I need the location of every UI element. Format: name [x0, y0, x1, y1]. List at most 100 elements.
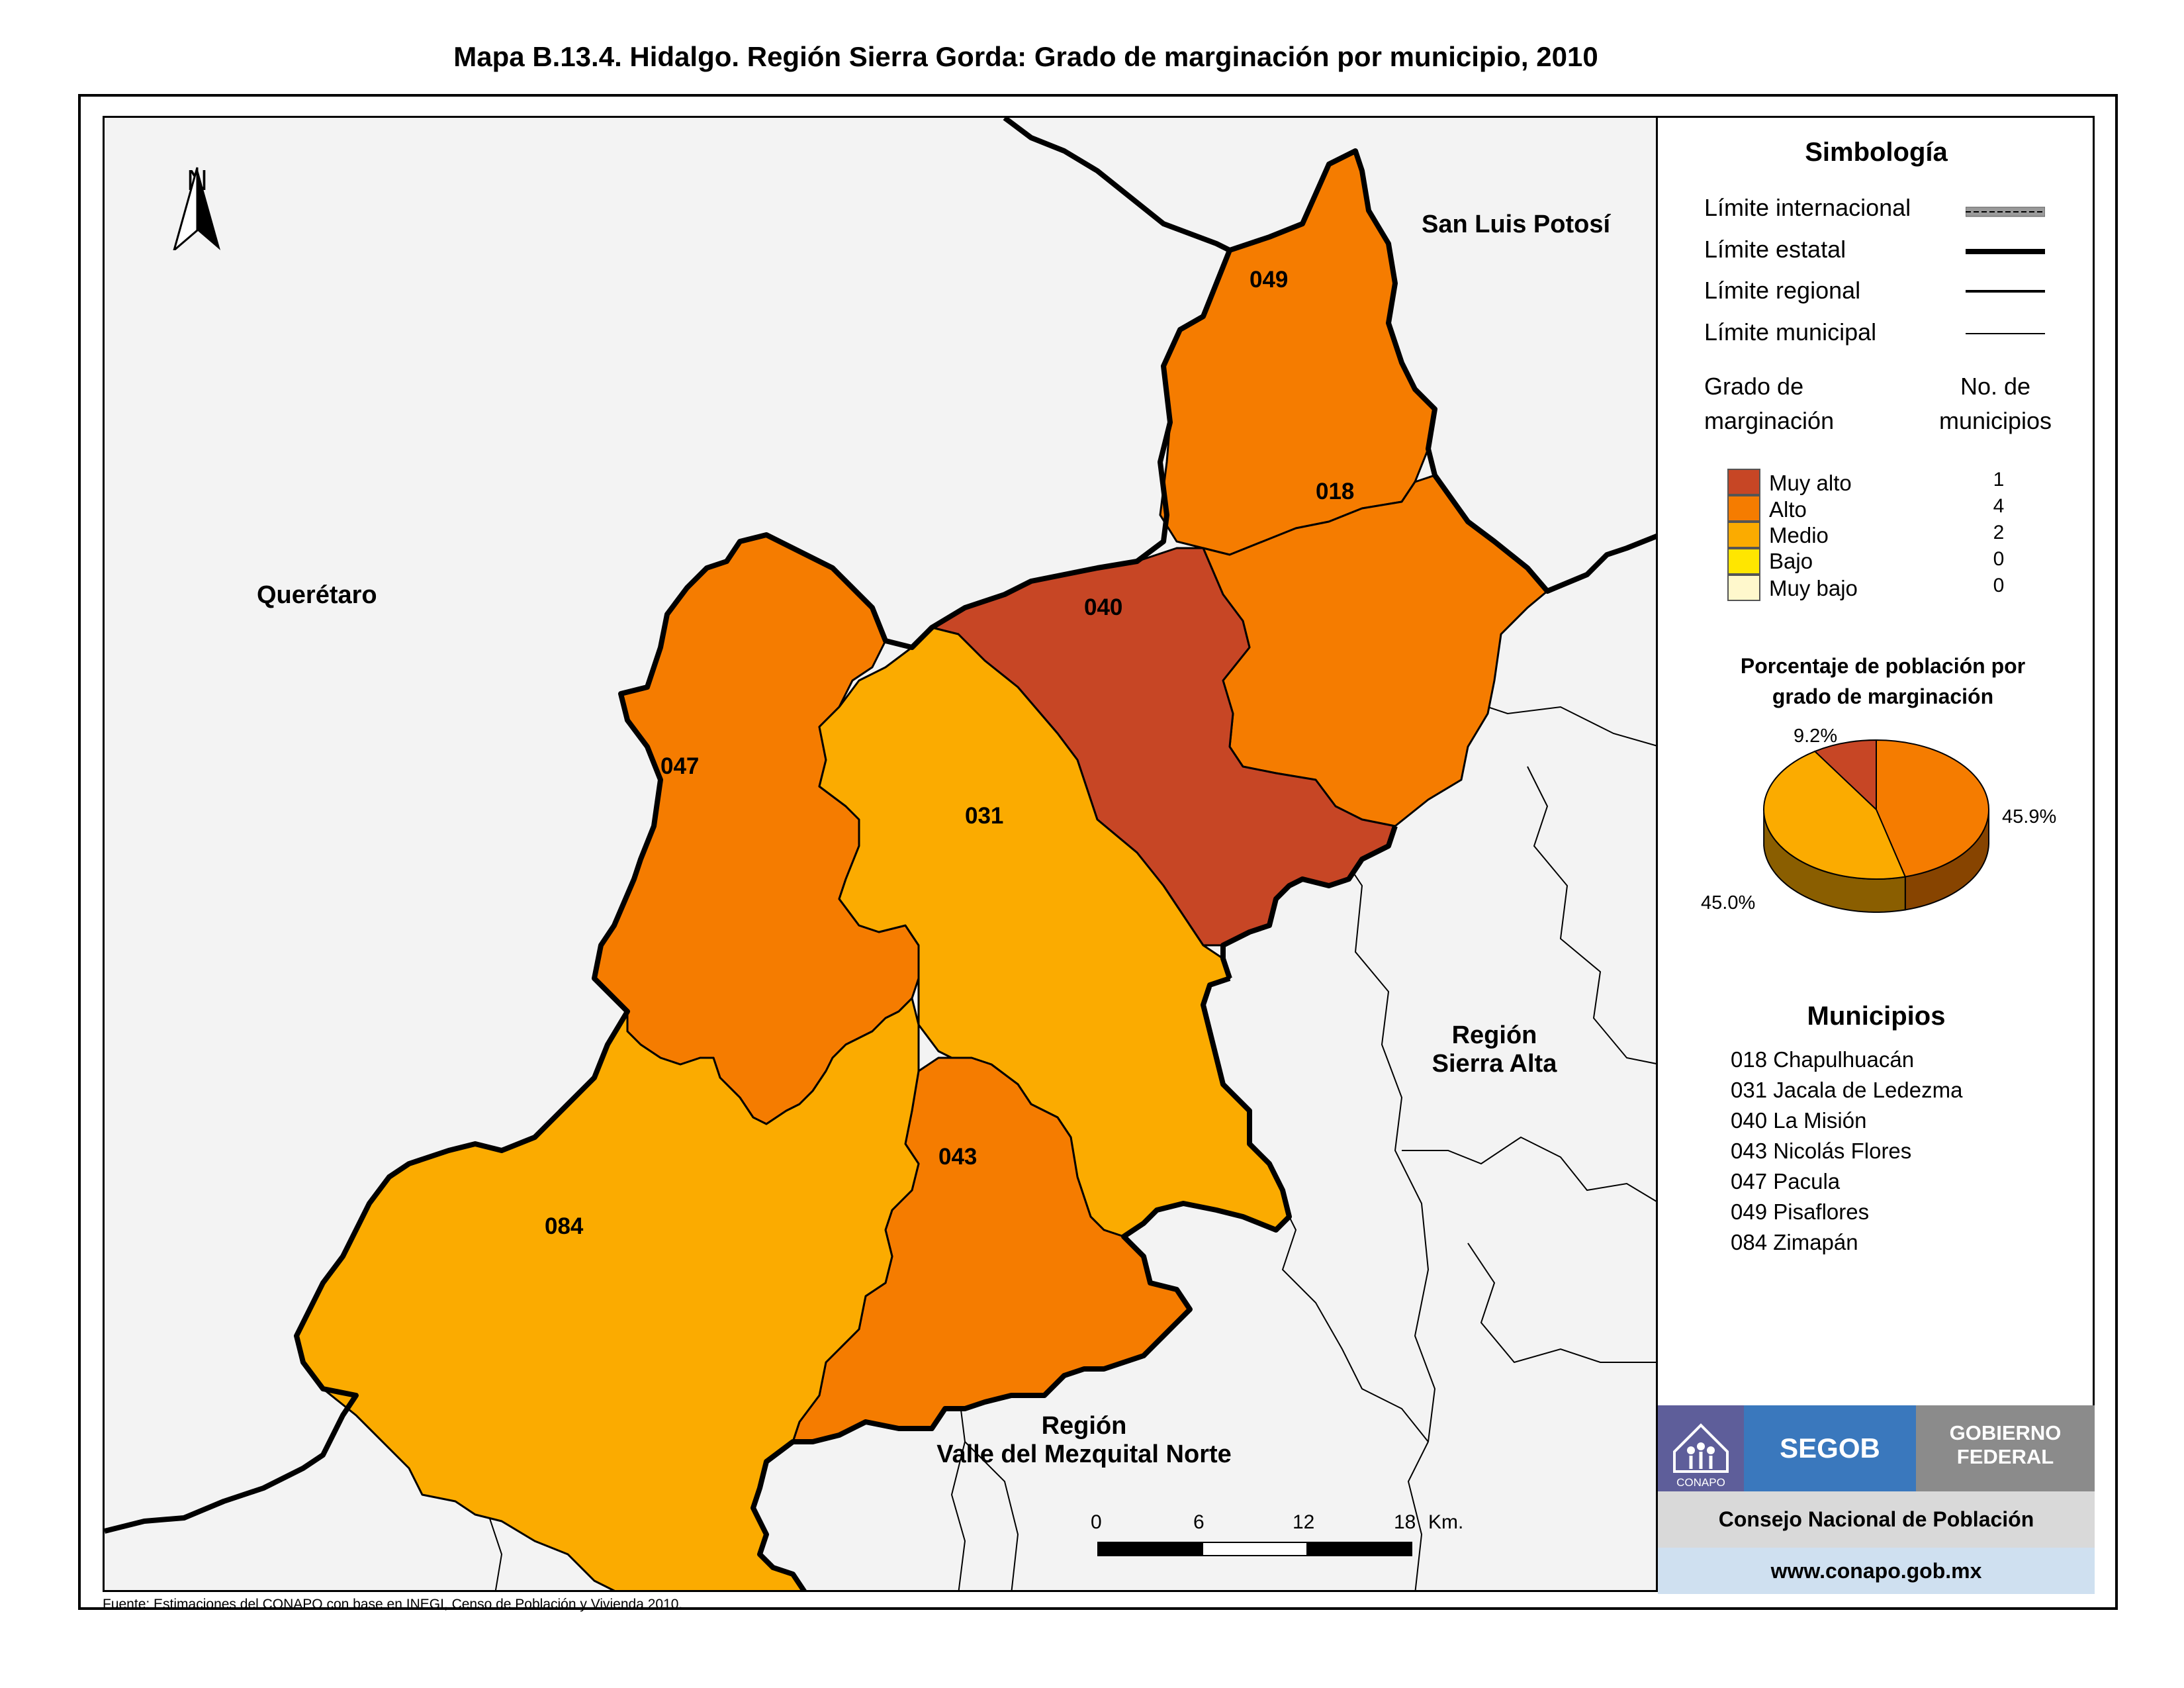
municipality-049-label: 049 — [1250, 267, 1289, 293]
label-region-valle-line1: Región — [1041, 1412, 1127, 1440]
legend-count-medio: 2 — [1993, 522, 2005, 543]
valle-boundary-2 — [964, 1441, 1019, 1590]
legend-count-alto: 4 — [1993, 495, 2005, 517]
legend-swatch-bajo — [1727, 548, 1760, 575]
municipality-040-label: 040 — [1084, 594, 1123, 620]
municipios-list: 018 Chapulhuacán 031 Jacala de Ledezma 0… — [1731, 1045, 1962, 1258]
pie-pct-muy-alto: 9.2% — [1794, 726, 1838, 747]
label-region-sierra-alta-line2: Sierra Alta — [1432, 1050, 1557, 1078]
scale-unit: Km. — [1428, 1511, 1464, 1533]
legend-count-header: No. de municipios — [1913, 369, 2078, 438]
label-region-sierra-alta: Región Sierra Alta — [1395, 1021, 1594, 1078]
pie-slice-alto[interactable] — [1876, 739, 1989, 878]
regional-limit-east — [1220, 825, 1398, 980]
legend-count-muy-alto: 1 — [1993, 469, 2005, 491]
north-arrow-icon — [173, 167, 220, 250]
legend-count-header-line2: municipios — [1938, 407, 2052, 434]
conapo-logo[interactable]: CONAPO — [1658, 1405, 1744, 1491]
pie-slice-medio[interactable] — [1763, 750, 1907, 880]
pie-chart — [1763, 739, 1989, 913]
municipality-084-label: 084 — [545, 1213, 584, 1239]
municipality-049-polygon[interactable] — [1159, 150, 1436, 556]
label-region-sierra-alta-line1: Región — [1451, 1021, 1537, 1049]
legend-swatch-alto — [1727, 495, 1760, 522]
legend-count-header-line1: No. de — [1960, 373, 2031, 400]
source-note: Fuente: Estimaciones del CONAPO con base… — [103, 1597, 683, 1612]
legend-line-regional-sample — [1966, 290, 2045, 293]
municipality-084-polygon[interactable] — [295, 997, 920, 1592]
municipio-item: 047 Pacula — [1731, 1169, 1841, 1194]
regional-limit-line — [751, 976, 1292, 1590]
conapo-house-icon: CONAPO — [1673, 1423, 1729, 1489]
scale-bar-graphic — [1097, 1542, 1412, 1556]
label-san-luis-potosi: San Luis Potosí — [1422, 211, 1611, 238]
legend-label-muy-alto: Muy alto — [1769, 471, 1852, 495]
state-limit-north — [1003, 118, 1231, 253]
logo-block: CONAPO SEGOB GOBIERNO FEDERAL Consejo Na… — [1658, 1405, 2095, 1594]
legend-count-bajo: 0 — [1993, 548, 2005, 570]
map-area[interactable]: N San Luis Potosí Querétaro Región Sierr… — [103, 116, 1658, 1592]
map-svg — [105, 118, 1656, 1592]
scale-tick-12: 12 — [1293, 1511, 1315, 1533]
pie-slice-muy-alto[interactable] — [1813, 739, 1877, 812]
legend-line-regional-label: Límite regional — [1704, 277, 1861, 304]
municipios-title: Municipios — [1807, 1002, 1946, 1031]
municipio-item: 043 Nicolás Flores — [1731, 1139, 1912, 1163]
label-queretaro: Querétaro — [257, 581, 377, 609]
sierra-alta-boundary-5 — [1275, 1190, 1429, 1442]
website-link[interactable]: www.conapo.gob.mx — [1658, 1548, 2095, 1594]
legend-line-state-label: Límite estatal — [1704, 236, 1846, 263]
legend-swatch-muy-alto — [1727, 469, 1760, 495]
legend-grade-header-line1: Grado de — [1704, 373, 1804, 400]
municipio-item: 018 Chapulhuacán — [1731, 1047, 1915, 1072]
legend-label-bajo: Bajo — [1769, 549, 1813, 573]
sierra-alta-boundary-6 — [1467, 1243, 1656, 1364]
valle-boundary-4 — [488, 1514, 503, 1590]
sierra-alta-boundary-4 — [1402, 1136, 1656, 1202]
legend-title: Simbología — [1805, 138, 1948, 167]
gobierno-federal-logo[interactable]: GOBIERNO FEDERAL — [1916, 1405, 2095, 1491]
legend-label-medio: Medio — [1769, 523, 1829, 547]
legend-swatch-muy-bajo — [1727, 575, 1760, 601]
legend-grade-header: Grado de marginación — [1704, 369, 1834, 438]
municipality-018-label: 018 — [1316, 479, 1355, 504]
legend-line-international-label: Límite internacional — [1704, 194, 1911, 221]
scale-tick-18: 18 — [1394, 1511, 1416, 1533]
municipio-item: 084 Zimapán — [1731, 1230, 1858, 1254]
municipality-031-label: 031 — [965, 803, 1004, 829]
legend-count-muy-bajo: 0 — [1993, 575, 2005, 596]
legend-line-international-sample — [1966, 207, 2045, 217]
federal-label: FEDERAL — [1956, 1445, 2054, 1468]
north-arrow: N — [167, 164, 227, 250]
pie-chart-title: Porcentaje de población por grado de mar… — [1698, 651, 2068, 712]
scale-tick-6: 6 — [1193, 1511, 1205, 1533]
conapo-label: CONAPO — [1676, 1476, 1725, 1489]
pie-chart-title-line2: grado de marginación — [1772, 684, 1994, 708]
pie-pct-alto: 45.9% — [2002, 806, 2057, 827]
scale-tick-0: 0 — [1091, 1511, 1102, 1533]
legend-line-municipal-label: Límite municipal — [1704, 318, 1877, 346]
gobierno-label: GOBIERNO — [1949, 1421, 2062, 1444]
state-limit-line — [105, 148, 1656, 1534]
state-boundary — [105, 118, 1656, 1590]
sierra-alta-boundary-3 — [1527, 766, 1656, 1064]
legend-line-municipal-sample — [1966, 333, 2045, 334]
municipality-polygons — [295, 150, 1549, 1592]
municipio-item: 040 La Misión — [1731, 1108, 1867, 1133]
segob-logo[interactable]: SEGOB — [1744, 1405, 1916, 1491]
legend-line-state-sample — [1966, 249, 2045, 254]
municipality-043-label: 043 — [938, 1144, 978, 1170]
municipio-item: 049 Pisaflores — [1731, 1199, 1870, 1224]
label-region-valle: Región Valle del Mezquital Norte — [899, 1412, 1269, 1469]
pie-pct-medio: 45.0% — [1701, 892, 1756, 914]
legend-panel: Simbología Límite internacional Límite e… — [1658, 116, 2095, 1594]
municipio-item: 031 Jacala de Ledezma — [1731, 1078, 1963, 1102]
municipality-047-label: 047 — [660, 753, 700, 779]
consejo-label: Consejo Nacional de Población — [1658, 1491, 2095, 1548]
label-region-valle-line2: Valle del Mezquital Norte — [936, 1440, 1232, 1468]
legend-label-alto: Alto — [1769, 497, 1807, 522]
legend-swatch-medio — [1727, 522, 1760, 548]
legend-label-muy-bajo: Muy bajo — [1769, 576, 1858, 600]
map-title: Mapa B.13.4. Hidalgo. Región Sierra Gord… — [453, 41, 1598, 72]
pie-chart-title-line1: Porcentaje de población por — [1740, 654, 2026, 678]
